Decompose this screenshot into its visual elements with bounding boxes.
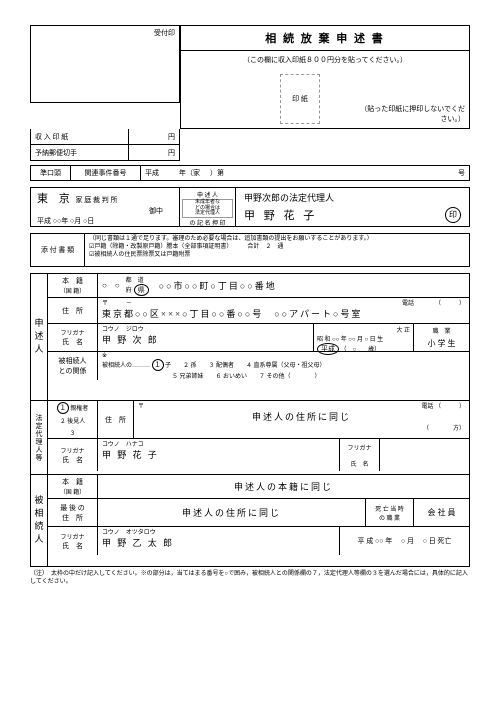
- address: 東京都○○区×××○丁目○○番○○号 ○○アパート○号室: [102, 307, 465, 320]
- applicant-box: 申 述 人 未成年者な どの場合は 法定代理人 の 記 名 押 印 甲野次郎の法…: [180, 187, 470, 227]
- stamp-note-bottom: （貼った印紙に押印しないでください。）: [355, 104, 465, 124]
- agent-addr: 申述人の住所に同じ: [138, 410, 465, 423]
- deceased-honseki: 申述人の本籍に同じ: [234, 480, 333, 493]
- death-date: 平 成 ○○ 年 ○ 月 ○ 日 死亡: [339, 527, 469, 555]
- section-agent: 法定代理人等: [30, 401, 48, 475]
- footnote: （注） 太枠の中だけ記入してください。※の部分は，当てはまる番号を○で囲み，被相…: [30, 571, 470, 587]
- postal-unit: 円: [129, 145, 179, 160]
- doc-title: 相 続 放 棄 申 述 書: [180, 25, 470, 51]
- receipt-stamp-box: 受付印: [30, 25, 180, 103]
- applicant-name: 甲 野 花 子: [244, 207, 317, 223]
- related-case: 関連事件番号: [71, 166, 141, 180]
- person-name: 甲 野 次 郎: [102, 333, 159, 346]
- postal-label: 予納郵便切手: [31, 145, 129, 160]
- stamp-note-top: （この欄に収入印紙８００円分を貼ってください。）: [243, 55, 407, 65]
- section-deceased: 被相続人: [30, 475, 48, 567]
- revenue-stamp-box: 印 紙: [280, 74, 320, 124]
- attachments: 添 付 書 類 （同じ書類は１通で足ります。審理のため必要な場合は、追加書類の提…: [30, 233, 470, 267]
- revenue-unit: 円: [129, 129, 179, 144]
- occupation: 小 学 生: [428, 338, 456, 349]
- section-applicant: 申述人: [30, 273, 48, 401]
- revenue-stamp-label: 収 入 印 紙: [31, 129, 129, 144]
- seal-mark: 印: [445, 207, 461, 223]
- quasi-oral: 準口頭: [31, 166, 71, 180]
- receipt-label: 受付印: [154, 28, 175, 38]
- court-box: 東 京 家 庭 裁 判 所 御中 平成 ○○年 ○月 ○日: [30, 187, 180, 227]
- deceased-addr: 申述人の住所に同じ: [182, 506, 281, 519]
- deceased-name: 甲 野 乙 太 郎: [102, 536, 174, 549]
- deceased-job: 会 社 員: [413, 499, 469, 526]
- honseki: ○○市○○町○丁目○○番地: [159, 279, 277, 292]
- agent-name: 甲 野 花 子: [102, 448, 159, 461]
- rep-of: 甲野次郎の法定代理人: [244, 191, 461, 204]
